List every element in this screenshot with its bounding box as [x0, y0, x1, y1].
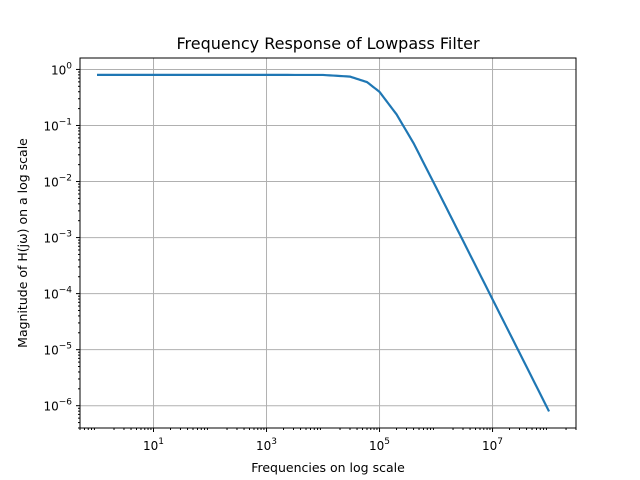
series-layer [97, 73, 551, 412]
y-tick-label-exp: 0 [66, 61, 72, 71]
y-tick-label: 10−2 [43, 174, 72, 190]
y-tick-label-base: 10 [43, 400, 58, 414]
y-tick-label: 10−1 [43, 117, 72, 133]
y-tick-label: 10−5 [43, 342, 72, 358]
y-tick-label-exp: −3 [59, 230, 72, 240]
chart-title: Frequency Response of Lowpass Filter [176, 34, 479, 53]
x-tick-label-base: 10 [482, 439, 497, 453]
x-tick-label: 107 [482, 437, 503, 453]
y-tick-label-base: 10 [43, 288, 58, 302]
x-tick-label: 101 [143, 437, 164, 453]
y-tick-label: 100 [51, 61, 72, 77]
y-tick-label-base: 10 [51, 63, 66, 77]
x-tick-label: 105 [369, 437, 390, 453]
y-tick-label: 10−4 [43, 286, 72, 302]
plot-area [80, 58, 576, 428]
x-tick-label-base: 10 [256, 439, 271, 453]
grid [80, 58, 576, 428]
y-tick-label-exp: −5 [59, 342, 72, 352]
x-tick-label-base: 10 [369, 439, 384, 453]
y-tick-label-base: 10 [43, 176, 58, 190]
x-tick-label: 103 [256, 437, 277, 453]
y-tick-label-exp: −4 [59, 286, 73, 296]
y-tick-label-base: 10 [43, 119, 58, 133]
y-tick-label-exp: −1 [59, 117, 72, 127]
y-tick-label-base: 10 [43, 232, 58, 246]
x-axis-label: Frequencies on log scale [251, 460, 405, 475]
y-tick-label: 10−6 [43, 398, 72, 414]
y-tick-label-exp: −6 [59, 398, 73, 408]
series-line-0 [97, 73, 551, 412]
y-axis-label: Magnitude of H(jω) on a log scale [15, 138, 30, 348]
x-tick-label-base: 10 [143, 439, 158, 453]
x-tick-label-exp: 1 [158, 437, 164, 447]
y-tick-label-exp: −2 [59, 174, 72, 184]
x-tick-label-exp: 7 [497, 437, 503, 447]
x-tick-label-exp: 5 [384, 437, 390, 447]
x-tick-label-exp: 3 [271, 437, 277, 447]
y-tick-label: 10−3 [43, 230, 72, 246]
y-tick-label-base: 10 [43, 344, 58, 358]
